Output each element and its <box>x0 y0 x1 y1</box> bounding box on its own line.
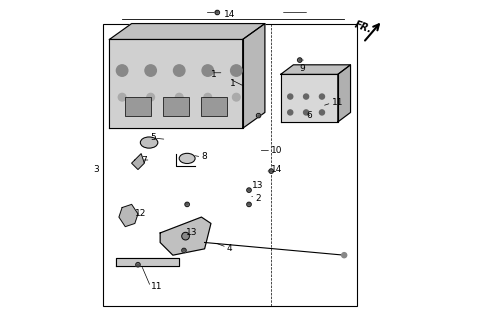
Circle shape <box>288 94 293 99</box>
Text: 7: 7 <box>141 156 147 164</box>
Text: 14: 14 <box>224 10 235 19</box>
Circle shape <box>173 65 185 76</box>
Circle shape <box>297 58 302 62</box>
Polygon shape <box>110 39 243 128</box>
Text: 11: 11 <box>151 282 162 292</box>
Circle shape <box>182 248 186 252</box>
Polygon shape <box>338 65 351 122</box>
Circle shape <box>117 65 128 76</box>
Polygon shape <box>160 217 211 255</box>
Text: 3: 3 <box>94 165 99 174</box>
Circle shape <box>256 113 261 118</box>
Text: 10: 10 <box>271 146 283 155</box>
Circle shape <box>269 169 273 173</box>
Polygon shape <box>281 65 351 74</box>
Circle shape <box>342 252 347 258</box>
Polygon shape <box>281 74 338 122</box>
Bar <box>201 97 227 116</box>
Text: 9: 9 <box>300 63 305 73</box>
Circle shape <box>247 188 251 192</box>
Text: 5: 5 <box>151 133 156 142</box>
Text: 11: 11 <box>332 99 343 108</box>
Circle shape <box>233 93 240 101</box>
Circle shape <box>288 110 293 115</box>
Text: 1: 1 <box>230 79 236 88</box>
Text: 12: 12 <box>135 209 146 219</box>
Circle shape <box>247 202 251 207</box>
Text: 4: 4 <box>227 244 233 253</box>
Circle shape <box>304 110 309 115</box>
Circle shape <box>147 93 154 101</box>
Ellipse shape <box>179 153 195 164</box>
Polygon shape <box>119 204 138 227</box>
Bar <box>163 97 189 116</box>
Polygon shape <box>116 258 179 266</box>
Text: 2: 2 <box>255 194 261 203</box>
Circle shape <box>145 65 156 76</box>
Text: 1: 1 <box>211 70 217 79</box>
Circle shape <box>182 232 189 240</box>
Text: 13: 13 <box>186 228 197 237</box>
Polygon shape <box>110 24 265 39</box>
Circle shape <box>304 94 309 99</box>
Text: 6: 6 <box>306 111 312 120</box>
Ellipse shape <box>140 137 158 148</box>
Circle shape <box>215 10 220 15</box>
Circle shape <box>231 65 242 76</box>
Polygon shape <box>243 24 265 128</box>
Polygon shape <box>131 154 144 170</box>
Circle shape <box>185 202 189 207</box>
Text: 13: 13 <box>252 181 263 190</box>
Text: 8: 8 <box>201 152 207 161</box>
Circle shape <box>136 262 140 267</box>
Circle shape <box>319 94 325 99</box>
Text: 14: 14 <box>271 165 282 174</box>
Text: FR.: FR. <box>353 19 374 35</box>
Circle shape <box>319 110 325 115</box>
Circle shape <box>202 65 214 76</box>
Circle shape <box>204 93 212 101</box>
Circle shape <box>119 93 126 101</box>
Bar <box>125 97 151 116</box>
Bar <box>103 24 357 306</box>
Circle shape <box>175 93 183 101</box>
